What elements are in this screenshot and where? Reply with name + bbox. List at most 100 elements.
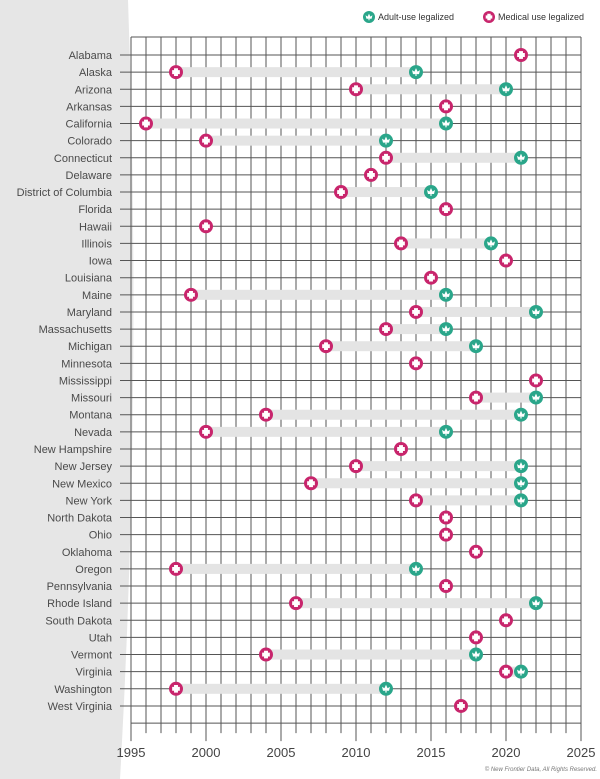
adult-use-marker [424, 185, 438, 200]
state-markers [304, 476, 528, 491]
medical-use-marker [499, 253, 513, 268]
cross-glyph [442, 530, 450, 539]
leaf-glyph [517, 410, 525, 417]
leaf-glyph [442, 119, 450, 126]
leaf-stem [535, 605, 537, 607]
cross-glyph [172, 68, 180, 76]
leaf-stem [385, 142, 387, 145]
state-label: Ohio [89, 530, 112, 542]
cross-glyph [502, 667, 510, 676]
state-markers [424, 270, 438, 285]
adult-use-marker [529, 390, 543, 405]
leaf-stem [520, 502, 522, 505]
cross-glyph [397, 239, 405, 248]
state-label: District of Columbia [17, 187, 113, 199]
cross-glyph [517, 51, 525, 59]
leaf-stem [520, 416, 522, 419]
grid [120, 36, 582, 734]
leaf-glyph [412, 564, 420, 571]
adult-use-marker [439, 322, 453, 337]
medical-use-marker [409, 493, 423, 508]
adult-use-marker [514, 150, 528, 165]
leaf-stem [415, 570, 417, 573]
state-markers [169, 681, 393, 696]
state-label: New Mexico [52, 478, 112, 490]
bars [146, 67, 536, 694]
range-bar [356, 461, 521, 472]
medical-use-marker [304, 476, 318, 491]
state-markers [409, 493, 528, 508]
cross-glyph [337, 188, 345, 196]
state-label: Massachusetts [39, 324, 113, 336]
state-label: Montana [69, 410, 113, 422]
cross-glyph [262, 650, 270, 659]
state-label: New Hampshire [34, 444, 112, 456]
range-bar [176, 683, 386, 694]
medical-use-marker [349, 82, 363, 97]
adult-use-marker [469, 647, 483, 662]
state-label: California [66, 119, 113, 131]
medical-use-marker [394, 441, 408, 456]
legend-medical-label: Medical use legalized [498, 12, 584, 22]
leaf-stem [505, 91, 507, 94]
cross-glyph [442, 513, 450, 522]
adult-use-marker [439, 287, 453, 302]
range-bar [506, 666, 521, 677]
range-bar [416, 306, 536, 317]
leaf-stem [520, 468, 522, 470]
state-markers [514, 48, 528, 62]
medical-use-marker [499, 664, 513, 679]
cross-glyph [322, 342, 330, 351]
medical-use-marker [439, 99, 453, 114]
state-markers [469, 390, 543, 405]
medical-use-marker [319, 339, 333, 354]
cross-glyph [502, 616, 510, 625]
cross-glyph [367, 171, 375, 179]
range-bar [146, 118, 446, 129]
state-markers [349, 459, 528, 474]
leaf-glyph [472, 650, 480, 657]
medical-use-marker [514, 48, 528, 62]
state-markers [139, 116, 453, 131]
state-markers [439, 99, 453, 114]
adult-use-marker [514, 493, 528, 508]
state-markers [454, 698, 468, 713]
leaf-stem [520, 485, 522, 488]
state-label: Alabama [69, 50, 113, 62]
medical-use-marker [409, 356, 423, 371]
medical-use-marker [424, 270, 438, 285]
legend-adult: Adult-use legalized [363, 11, 454, 23]
adult-use-marker [514, 407, 528, 422]
cross-glyph [532, 376, 540, 385]
medical-use-marker [439, 579, 453, 594]
leaf-stem [385, 690, 387, 693]
range-bar [266, 649, 476, 660]
leaf-glyph [517, 462, 525, 469]
medical-use-marker [499, 613, 513, 628]
adult-use-marker [514, 476, 528, 491]
adult-use-marker [379, 681, 393, 696]
state-label: Oklahoma [62, 547, 113, 559]
leaf-glyph [487, 239, 495, 246]
x-tick-label: 2010 [342, 745, 371, 760]
leaf-glyph [517, 667, 525, 674]
range-bar [341, 187, 431, 198]
state-markers [184, 287, 453, 302]
cross-glyph [142, 119, 150, 128]
adult-use-marker [469, 339, 483, 354]
state-label: Rhode Island [47, 598, 112, 610]
state-label: Iowa [89, 256, 113, 268]
medical-use-marker [454, 698, 468, 713]
x-axis: 1995 2000 2005 2010 2015 2020 2025 [117, 723, 596, 760]
cross-glyph [485, 13, 493, 21]
leaf-glyph [532, 307, 540, 314]
state-label: New York [66, 495, 113, 507]
medical-use-marker [259, 407, 273, 422]
cross-glyph [502, 256, 510, 265]
markers [139, 48, 543, 713]
state-markers [199, 133, 393, 148]
state-label: Missouri [71, 393, 112, 405]
state-label: Pennsylvania [47, 581, 113, 593]
x-tick-label: 2025 [567, 745, 596, 760]
leaf-glyph [442, 325, 450, 332]
